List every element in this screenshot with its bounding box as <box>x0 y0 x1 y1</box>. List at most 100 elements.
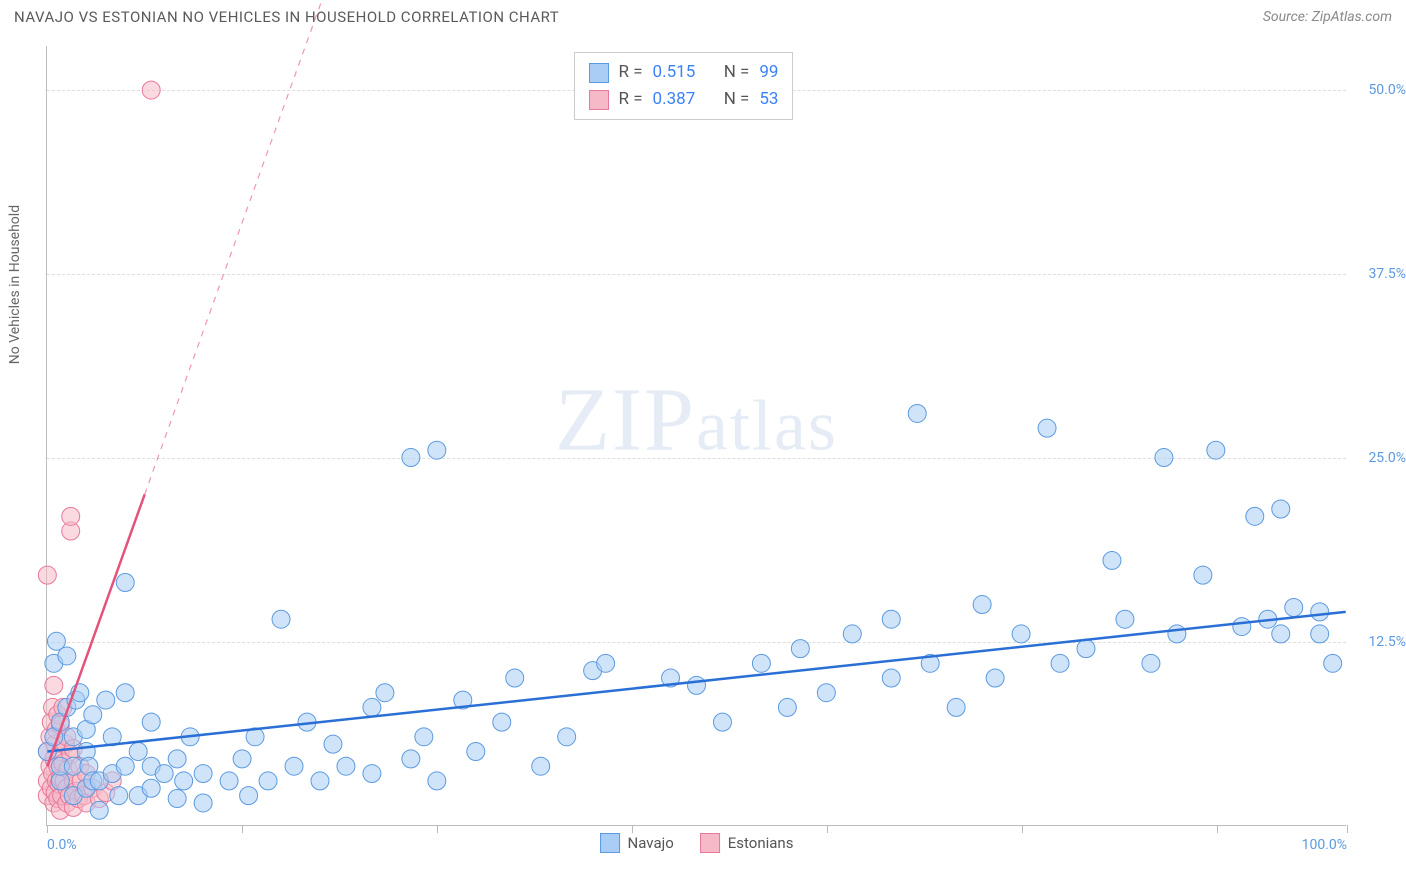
data-point <box>38 566 56 584</box>
data-point <box>1116 610 1134 628</box>
data-point <box>97 691 115 709</box>
data-point <box>428 772 446 790</box>
data-point <box>402 449 420 467</box>
source-prefix: Source: <box>1263 9 1312 25</box>
data-point <box>1311 625 1329 643</box>
data-point <box>882 610 900 628</box>
data-point <box>376 684 394 702</box>
data-point <box>110 787 128 805</box>
chart-area: No Vehicles in Household 12.5%25.0%37.5%… <box>46 46 1346 826</box>
y-tick-label: 12.5% <box>1351 634 1406 650</box>
data-point <box>1233 618 1251 636</box>
data-point <box>116 573 134 591</box>
header: NAVAJO VS ESTONIAN NO VEHICLES IN HOUSEH… <box>0 0 1406 38</box>
data-point <box>272 610 290 628</box>
y-tick-label: 25.0% <box>1351 450 1406 466</box>
data-point <box>1103 551 1121 569</box>
data-point <box>428 441 446 459</box>
data-point <box>311 772 329 790</box>
r-value-navajo: 0.515 <box>653 59 696 86</box>
data-point <box>129 743 147 761</box>
data-point <box>973 596 991 614</box>
data-point <box>337 757 355 775</box>
data-point <box>220 772 238 790</box>
data-point <box>1051 654 1069 672</box>
data-point <box>1142 654 1160 672</box>
data-point <box>259 772 277 790</box>
data-point <box>1012 625 1030 643</box>
data-point <box>597 654 615 672</box>
data-point <box>142 779 160 797</box>
legend-stats-row-1: R = 0.387 N = 53 <box>589 86 779 113</box>
r-value-estonians: 0.387 <box>653 86 696 113</box>
data-point <box>62 507 80 525</box>
legend-stats-box: R = 0.515 N = 99 R = 0.387 N = 53 <box>574 52 794 120</box>
data-point <box>817 684 835 702</box>
data-point <box>142 81 160 99</box>
data-point <box>1077 640 1095 658</box>
data-point <box>843 625 861 643</box>
data-point <box>84 706 102 724</box>
data-point <box>194 794 212 812</box>
data-point <box>175 772 193 790</box>
source-attribution: Source: ZipAtlas.com <box>1263 9 1392 25</box>
data-point <box>363 698 381 716</box>
data-point <box>142 713 160 731</box>
r-label: R = <box>619 59 643 86</box>
data-point <box>1246 507 1264 525</box>
scatter-plot <box>47 46 1346 825</box>
trend-line-dashed <box>145 0 411 494</box>
chart-title: NAVAJO VS ESTONIAN NO VEHICLES IN HOUSEH… <box>14 8 559 26</box>
data-point <box>58 647 76 665</box>
n-value-estonians: 53 <box>759 86 778 113</box>
data-point <box>558 728 576 746</box>
trend-line <box>47 494 144 766</box>
trend-line <box>47 612 1345 752</box>
data-point <box>1155 449 1173 467</box>
legend-bottom: Navajo Estonians <box>600 833 794 853</box>
data-point <box>908 404 926 422</box>
y-tick-label: 37.5% <box>1351 266 1406 282</box>
data-point <box>947 698 965 716</box>
data-point <box>1207 441 1225 459</box>
data-point <box>1038 419 1056 437</box>
data-point <box>90 801 108 819</box>
x-tick-label: 0.0% <box>47 837 77 853</box>
data-point <box>324 735 342 753</box>
data-point <box>1194 566 1212 584</box>
data-point <box>116 757 134 775</box>
data-point <box>882 669 900 687</box>
r-label: R = <box>619 86 643 113</box>
legend-label-estonians: Estonians <box>728 834 794 852</box>
data-point <box>168 790 186 808</box>
data-point <box>1272 625 1290 643</box>
legend-label-navajo: Navajo <box>628 834 674 852</box>
data-point <box>233 750 251 768</box>
y-tick-label: 50.0% <box>1351 82 1406 98</box>
data-point <box>493 713 511 731</box>
data-point <box>778 698 796 716</box>
swatch-estonians <box>589 90 609 110</box>
data-point <box>1272 500 1290 518</box>
legend-item-estonians: Estonians <box>700 833 794 853</box>
legend-item-navajo: Navajo <box>600 833 674 853</box>
data-point <box>415 728 433 746</box>
data-point <box>506 669 524 687</box>
data-point <box>532 757 550 775</box>
data-point <box>45 676 63 694</box>
data-point <box>363 765 381 783</box>
y-axis-label: No Vehicles in Household <box>7 204 23 363</box>
data-point <box>467 743 485 761</box>
data-point <box>194 765 212 783</box>
x-tick-label: 100.0% <box>1302 837 1347 853</box>
legend-stats-row-0: R = 0.515 N = 99 <box>589 59 779 86</box>
data-point <box>116 684 134 702</box>
data-point <box>1168 625 1186 643</box>
data-point <box>752 654 770 672</box>
data-point <box>791 640 809 658</box>
data-point <box>713 713 731 731</box>
n-value-navajo: 99 <box>759 59 778 86</box>
data-point <box>168 750 186 768</box>
data-point <box>240 787 258 805</box>
swatch-estonians-icon <box>700 833 720 853</box>
